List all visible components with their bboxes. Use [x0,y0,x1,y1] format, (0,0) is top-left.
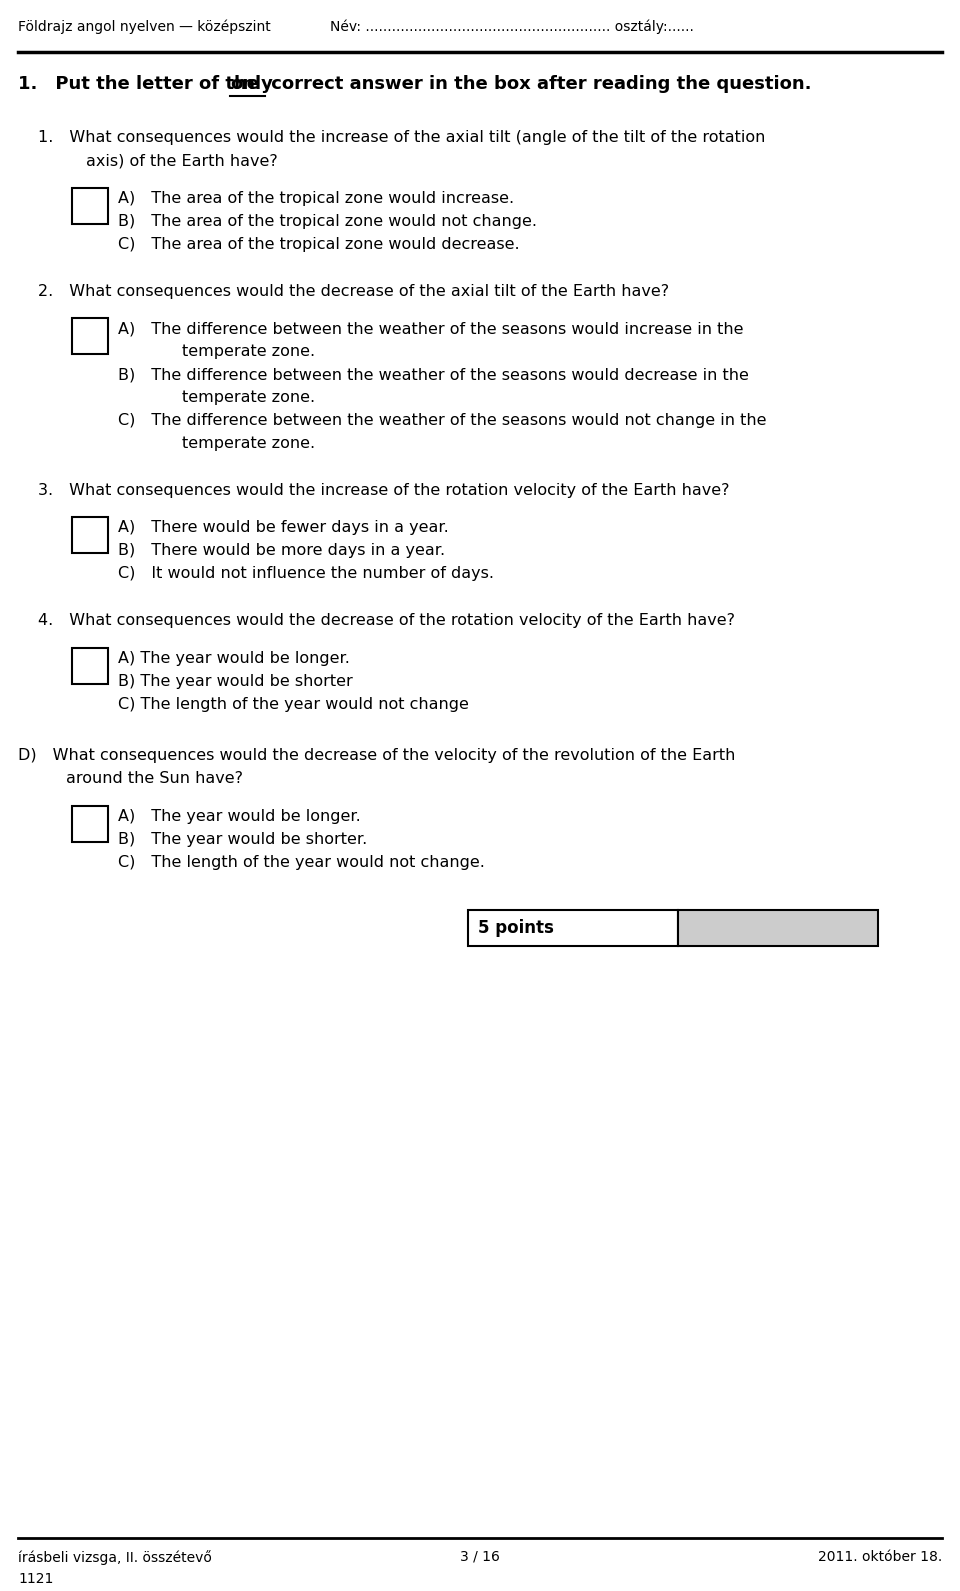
Bar [72,517,108,554]
Text: temperate zone.: temperate zone. [118,344,315,360]
Text: D) What consequences would the decrease of the velocity of the revolution of the: D) What consequences would the decrease … [18,748,735,764]
Text: temperate zone.: temperate zone. [118,390,315,406]
Bar [72,648,108,684]
Text: correct answer in the box after reading the question.: correct answer in the box after reading … [265,75,811,92]
Text: C) The length of the year would not change.: C) The length of the year would not chan… [118,854,485,870]
Text: B) The year would be shorter.: B) The year would be shorter. [118,832,368,846]
Text: 3. What consequences would the increase of the rotation velocity of the Earth ha: 3. What consequences would the increase … [38,484,730,498]
Text: Név: ........................................................ osztály:......: Név: ...................................… [330,21,694,35]
Bar [72,807,108,842]
Text: 4. What consequences would the decrease of the rotation velocity of the Earth ha: 4. What consequences would the decrease … [38,613,735,628]
Text: A) The difference between the weather of the seasons would increase in the: A) The difference between the weather of… [118,321,743,336]
Text: 1. What consequences would the increase of the axial tilt (angle of the tilt of : 1. What consequences would the increase … [38,130,765,145]
Text: around the Sun have?: around the Sun have? [18,772,243,786]
Text: C) The area of the tropical zone would decrease.: C) The area of the tropical zone would d… [118,237,519,251]
Text: A) The area of the tropical zone would increase.: A) The area of the tropical zone would i… [118,191,515,205]
Text: B) The year would be shorter: B) The year would be shorter [118,675,352,689]
Text: írásbeli vizsga, II. összétevő: írásbeli vizsga, II. összétevő [18,1550,212,1566]
Text: A) The year would be longer.: A) The year would be longer. [118,651,349,667]
Text: 2011. október 18.: 2011. október 18. [818,1550,942,1564]
Bar [72,188,108,224]
Text: B) The difference between the weather of the seasons would decrease in the: B) The difference between the weather of… [118,368,749,382]
Text: Földrajz angol nyelven — középszint: Földrajz angol nyelven — középszint [18,21,271,35]
Text: C) It would not influence the number of days.: C) It would not influence the number of … [118,566,494,581]
Text: 1121: 1121 [18,1572,54,1586]
Text: C) The difference between the weather of the seasons would not change in the: C) The difference between the weather of… [118,414,766,428]
Text: temperate zone.: temperate zone. [118,436,315,450]
Text: axis) of the Earth have?: axis) of the Earth have? [38,153,277,169]
Bar [678,910,878,947]
Text: B) There would be more days in a year.: B) There would be more days in a year. [118,543,445,558]
Text: A) The year would be longer.: A) The year would be longer. [118,808,361,824]
Bar [72,318,108,355]
Text: 2. What consequences would the decrease of the axial tilt of the Earth have?: 2. What consequences would the decrease … [38,285,669,299]
Text: 5 points: 5 points [478,920,554,937]
Text: A) There would be fewer days in a year.: A) There would be fewer days in a year. [118,520,448,535]
Text: 3 / 16: 3 / 16 [460,1550,500,1564]
Text: B) The area of the tropical zone would not change.: B) The area of the tropical zone would n… [118,215,537,229]
Bar [468,910,678,947]
Text: 1. Put the letter of the: 1. Put the letter of the [18,75,265,92]
Text: only: only [230,75,273,92]
Text: C) The length of the year would not change: C) The length of the year would not chan… [118,697,468,713]
